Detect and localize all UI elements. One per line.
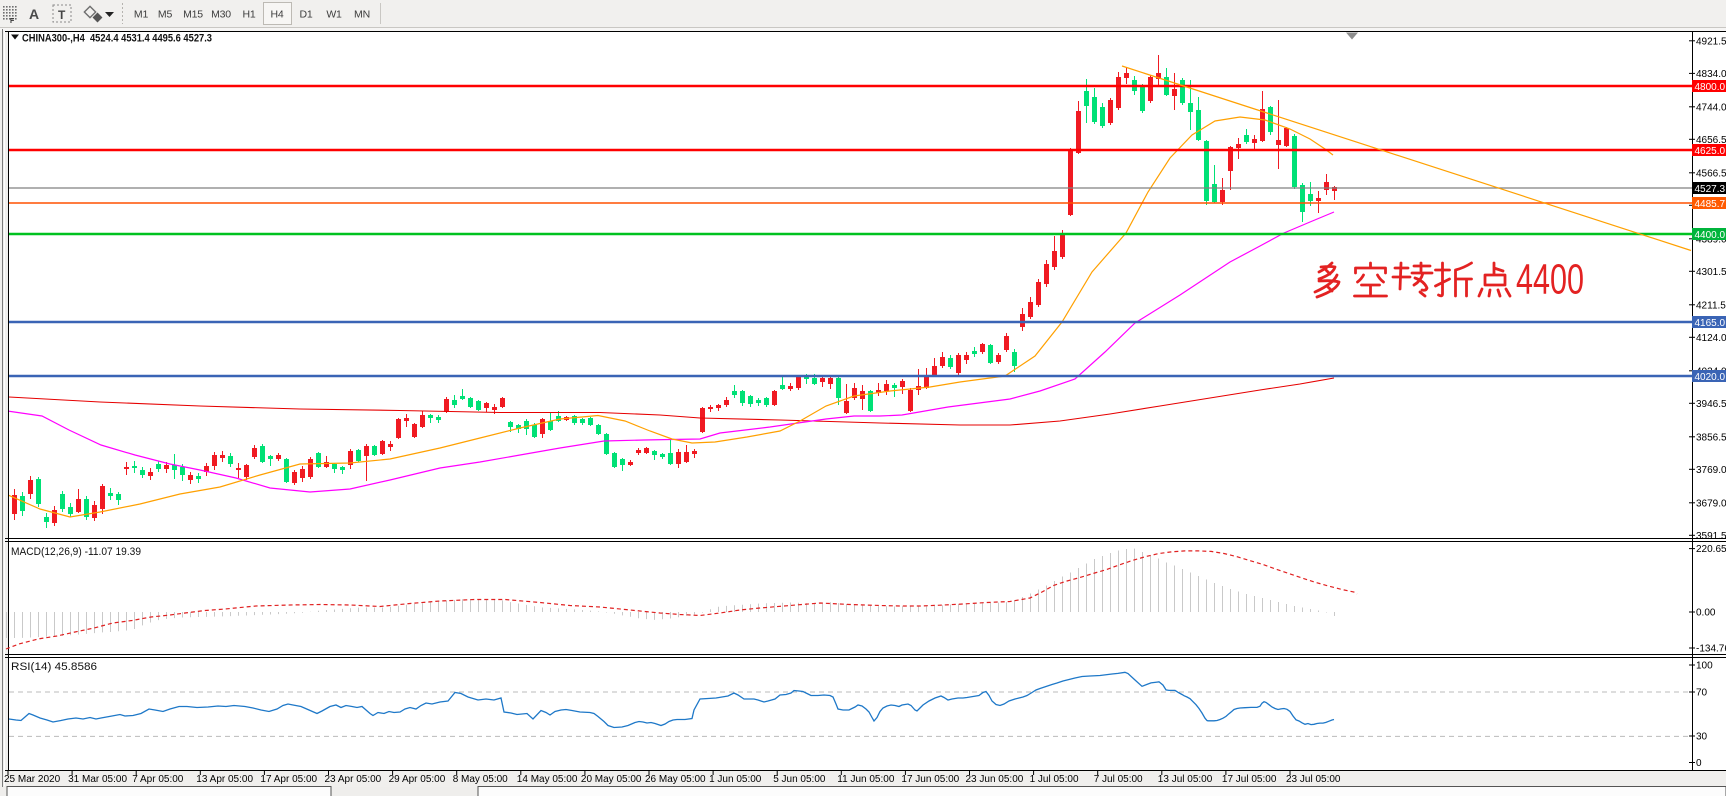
svg-text:3856.5: 3856.5 <box>1696 432 1726 443</box>
svg-text:23 Jun 05:00: 23 Jun 05:00 <box>966 774 1024 785</box>
svg-text:14 May 05:00: 14 May 05:00 <box>517 774 578 785</box>
svg-text:17 Jun 05:00: 17 Jun 05:00 <box>901 774 959 785</box>
svg-text:F: F <box>10 18 15 25</box>
svg-text:26 May 05:00: 26 May 05:00 <box>645 774 706 785</box>
svg-text:7 Jul 05:00: 7 Jul 05:00 <box>1094 774 1143 785</box>
svg-text:H4: H4 <box>270 9 283 21</box>
svg-text:4400.0: 4400.0 <box>1695 230 1726 241</box>
svg-text:0.00: 0.00 <box>1696 608 1716 619</box>
svg-text:D1: D1 <box>299 9 312 21</box>
svg-text:4800.0: 4800.0 <box>1695 82 1726 93</box>
svg-text:70: 70 <box>1696 688 1708 699</box>
svg-text:H1: H1 <box>242 9 255 21</box>
svg-text:M1: M1 <box>134 9 149 21</box>
svg-text:CHINA300-,H4 4524.4 4531.4 44: CHINA300-,H4 4524.4 4531.4 4495.6 4527.3 <box>22 33 212 45</box>
svg-text:RSI(14) 45.8586: RSI(14) 45.8586 <box>11 661 97 673</box>
svg-text:1 Jun 05:00: 1 Jun 05:00 <box>709 774 762 785</box>
svg-text:11 Jun 05:00: 11 Jun 05:00 <box>837 774 895 785</box>
svg-text:M30: M30 <box>211 9 231 21</box>
svg-text:17 Apr 05:00: 17 Apr 05:00 <box>260 774 317 785</box>
svg-text:5 Jun 05:00: 5 Jun 05:00 <box>773 774 826 785</box>
svg-text:100: 100 <box>1696 661 1713 672</box>
svg-text:MN: MN <box>354 9 370 21</box>
svg-text:29 Apr 05:00: 29 Apr 05:00 <box>389 774 446 785</box>
svg-text:25 Mar 2020: 25 Mar 2020 <box>4 774 61 785</box>
svg-text:17 Jul 05:00: 17 Jul 05:00 <box>1222 774 1277 785</box>
svg-text:23 Jul 05:00: 23 Jul 05:00 <box>1286 774 1341 785</box>
svg-text:4921.5: 4921.5 <box>1696 36 1726 47</box>
svg-text:3679.0: 3679.0 <box>1696 498 1726 509</box>
svg-text:4834.0: 4834.0 <box>1696 69 1726 80</box>
svg-text:4400: 4400 <box>1516 257 1584 304</box>
svg-text:3946.5: 3946.5 <box>1696 399 1726 410</box>
svg-text:0: 0 <box>1696 758 1702 769</box>
svg-text:23 Apr 05:00: 23 Apr 05:00 <box>325 774 382 785</box>
svg-text:4625.0: 4625.0 <box>1695 146 1726 157</box>
svg-text:4744.0: 4744.0 <box>1696 102 1726 113</box>
svg-text:31 Mar 05:00: 31 Mar 05:00 <box>68 774 127 785</box>
svg-text:1 Jul 05:00: 1 Jul 05:00 <box>1030 774 1079 785</box>
svg-text:7 Apr 05:00: 7 Apr 05:00 <box>132 774 184 785</box>
svg-text:4566.5: 4566.5 <box>1696 168 1726 179</box>
svg-text:220.65: 220.65 <box>1696 544 1726 555</box>
svg-text:8 May 05:00: 8 May 05:00 <box>453 774 508 785</box>
svg-text:13 Apr 05:00: 13 Apr 05:00 <box>196 774 253 785</box>
svg-text:3769.0: 3769.0 <box>1696 465 1726 476</box>
svg-text:M5: M5 <box>158 9 173 21</box>
svg-text:4165.0: 4165.0 <box>1695 318 1726 329</box>
svg-text:MACD(12,26,9) -11.07 19.39: MACD(12,26,9) -11.07 19.39 <box>11 546 141 558</box>
svg-text:30: 30 <box>1696 732 1708 743</box>
svg-text:13 Jul 05:00: 13 Jul 05:00 <box>1158 774 1213 785</box>
svg-text:20 May 05:00: 20 May 05:00 <box>581 774 642 785</box>
svg-text:T: T <box>58 8 66 22</box>
svg-text:4485.7: 4485.7 <box>1695 199 1726 210</box>
svg-text:4656.5: 4656.5 <box>1696 135 1726 146</box>
svg-text:4020.0: 4020.0 <box>1695 372 1726 383</box>
svg-text:4124.0: 4124.0 <box>1696 333 1726 344</box>
svg-text:A: A <box>29 6 39 22</box>
svg-text:M15: M15 <box>183 9 203 21</box>
svg-text:3591.5: 3591.5 <box>1696 531 1726 542</box>
svg-text:4301.5: 4301.5 <box>1696 267 1726 278</box>
svg-text:W1: W1 <box>326 9 342 21</box>
svg-text:4211.5: 4211.5 <box>1696 300 1726 311</box>
svg-text:4527.3: 4527.3 <box>1695 184 1726 195</box>
svg-text:-134.76: -134.76 <box>1696 644 1726 655</box>
